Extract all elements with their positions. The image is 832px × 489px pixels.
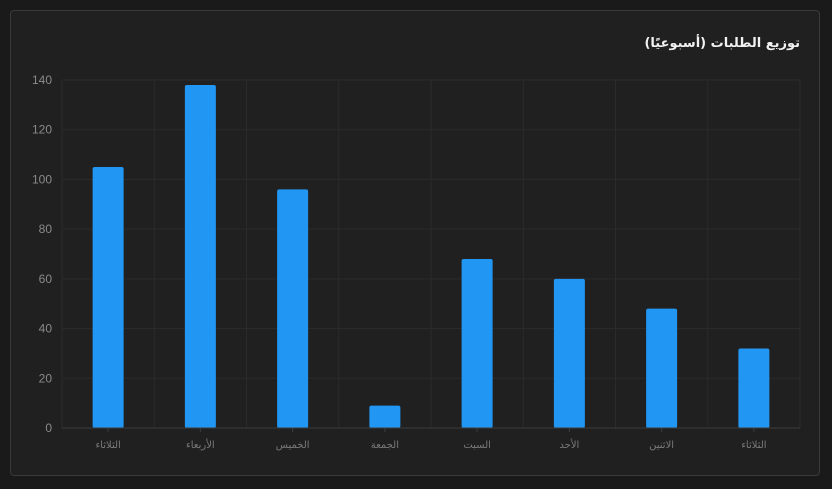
bars [92,84,770,428]
y-tick-label: 60 [39,272,53,286]
y-tick-label: 80 [39,222,53,236]
y-axis: 0 20 40 60 80 100 120 140 [32,73,52,435]
x-tick-label: الثلاثاء [95,440,120,451]
bar [184,84,216,428]
y-tick-label: 140 [32,73,52,87]
bar [646,308,678,428]
y-tick-label: 120 [32,123,52,137]
x-tick-label: الخميس [276,440,310,451]
y-tick-label: 100 [32,172,52,186]
x-tick-label: الجمعة [371,440,399,451]
chart-card: توزيع الطلبات (أسبوعيًا) [10,10,820,476]
x-tick-label: الاثنين [649,440,674,451]
bar [92,167,124,428]
y-tick-label: 40 [39,322,53,336]
gridlines [61,79,801,429]
bar [277,189,309,428]
chart-title: توزيع الطلبات (أسبوعيًا) [644,36,800,51]
y-tick-label: 0 [45,421,52,435]
x-tick-label: السبت [463,440,491,451]
x-axis: الثلاثاء الأربعاء الخميس الجمعة السبت الأحد ال… [62,427,800,451]
x-tick-label: الأربعاء [186,438,215,451]
x-tick-label: الثلاثاء [741,440,766,451]
bar [738,348,770,428]
y-tick-label: 20 [39,371,53,385]
bar [461,258,493,428]
bar [553,278,585,428]
x-tick-label: الأحد [559,438,579,451]
bar [369,405,401,428]
